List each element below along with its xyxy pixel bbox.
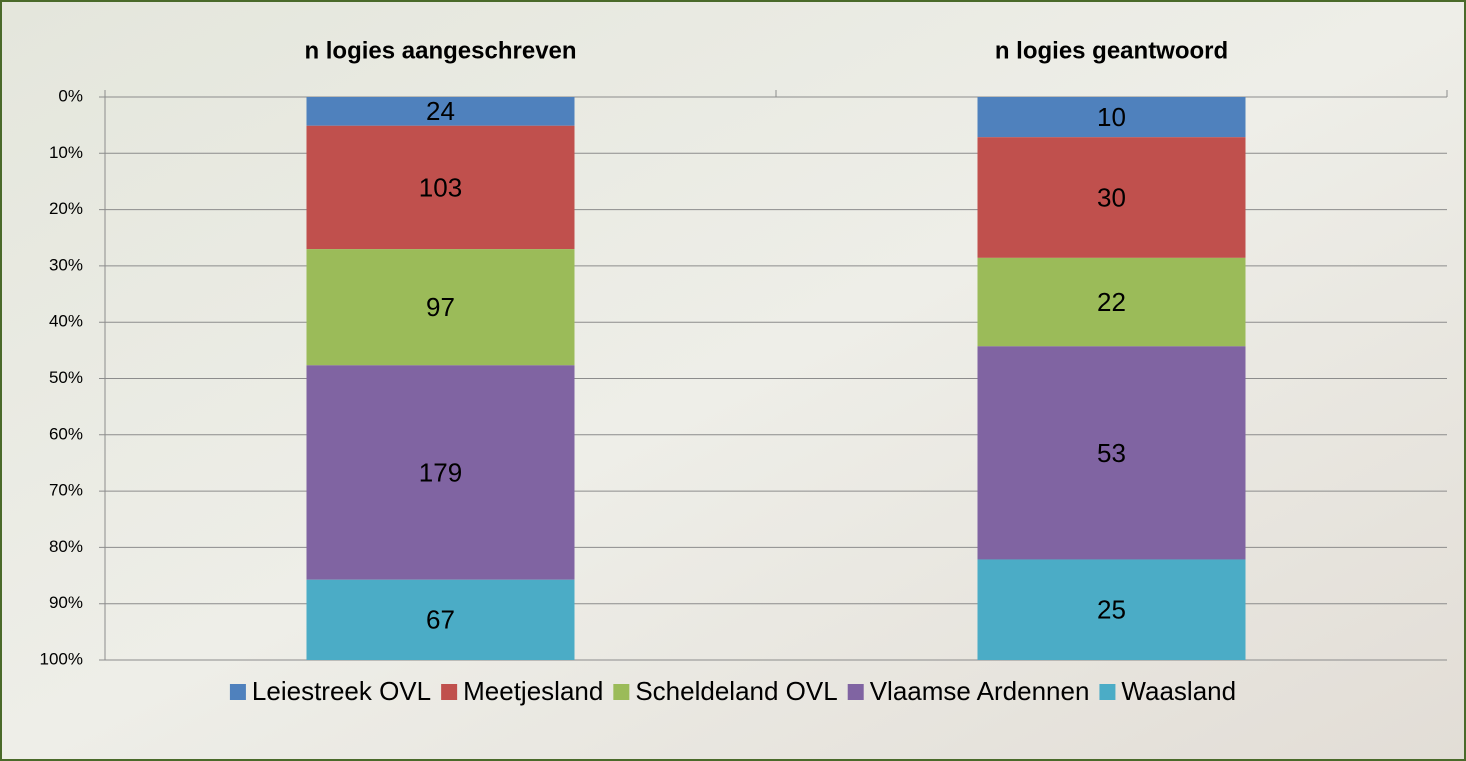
y-tick-label: 90% [49,593,83,612]
y-tick-label: 70% [49,481,83,500]
y-tick-label: 20% [49,199,83,218]
legend-label: Meetjesland [463,676,603,706]
legend-swatch [1099,684,1116,700]
bar-segment [306,579,575,660]
y-tick-label: 100% [40,649,83,668]
y-tick-label: 30% [49,255,83,274]
data-label: 22 [1097,287,1126,317]
y-tick-label: 10% [49,143,83,162]
legend-swatch [441,684,458,700]
bar-segment [306,125,575,250]
legend-swatch [847,684,864,700]
y-tick-label: 50% [49,368,83,387]
x-tick-label: n logies aangeschreven [304,37,576,64]
data-label: 25 [1097,595,1126,625]
data-label: 10 [1097,102,1126,132]
y-tick-label: 60% [49,424,83,443]
bar-segment [977,346,1246,560]
legend-swatch [229,684,246,700]
bar-segment [306,97,575,126]
x-tick-label: n logies geantwoord [995,37,1228,64]
data-label: 97 [426,292,455,322]
data-label: 24 [426,96,455,126]
data-label: 103 [419,172,462,202]
bar-segment [306,365,575,580]
data-label: 53 [1097,438,1126,468]
bar-segment [977,559,1246,660]
data-label: 67 [426,605,455,635]
legend-label: Leiestreek OVL [252,676,431,706]
data-label: 179 [419,457,462,487]
bar-segment [977,137,1246,258]
y-tick-label: 0% [58,86,83,105]
legend-label: Waasland [1121,676,1236,706]
bar-segment [977,97,1246,138]
legend-label: Vlaamse Ardennen [870,676,1090,706]
bar-segment [306,249,575,366]
legend-swatch [613,684,630,700]
y-tick-label: 80% [49,537,83,556]
y-tick-label: 40% [49,312,83,331]
legend-label: Scheldeland OVL [635,676,837,706]
bar-segment [977,257,1246,347]
data-label: 30 [1097,182,1126,212]
